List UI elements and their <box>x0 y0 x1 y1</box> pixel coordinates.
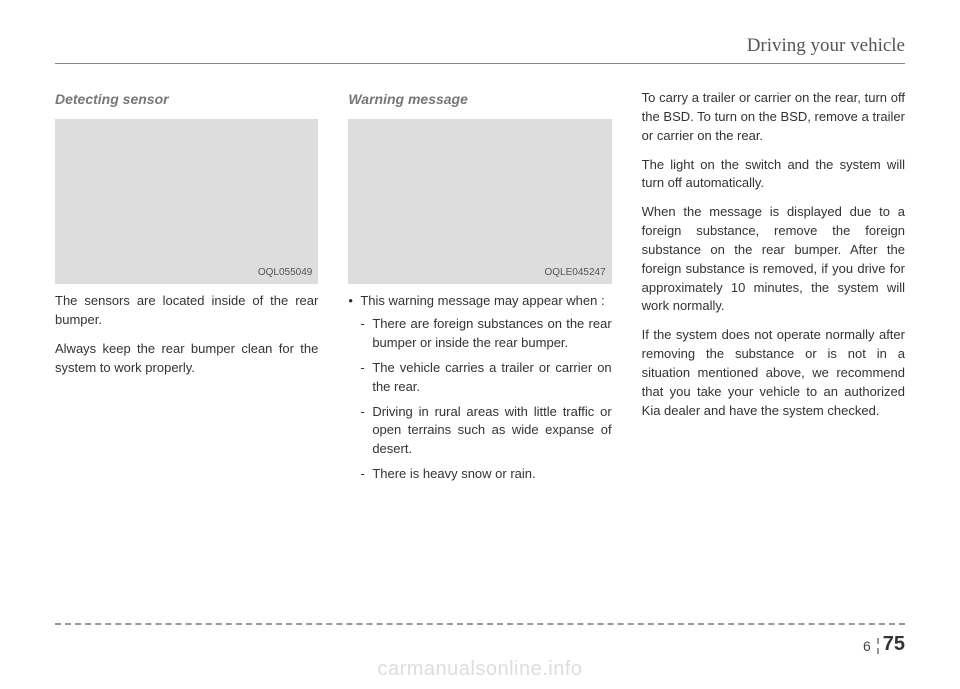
col3-para4: If the system does not operate normally … <box>642 326 905 420</box>
col2-subhead: Warning message <box>348 89 611 109</box>
page-footer: 6 75 <box>863 634 905 654</box>
col2-dash-2: The vehicle carries a trailer or carrier… <box>360 359 611 397</box>
col3-para1: To carry a trailer or carrier on the rea… <box>642 89 905 146</box>
col2-bullet-1: This warning message may appear when : T… <box>348 292 611 484</box>
col1-image: OQL055049 <box>55 119 318 284</box>
col1-para1: The sensors are located inside of the re… <box>55 292 318 330</box>
col2-dash-4: There is heavy snow or rain. <box>360 465 611 484</box>
col1-image-code: OQL055049 <box>258 266 313 281</box>
page-header: Driving your vehicle <box>55 35 905 64</box>
col2-dash-1: There are foreign substances on the rear… <box>360 315 611 353</box>
column-1: Detecting sensor OQL055049 The sensors a… <box>55 89 318 490</box>
column-2: Warning message OQLE045247 This warning … <box>348 89 611 490</box>
chapter-number: 6 <box>863 638 879 654</box>
col2-dash-list: There are foreign substances on the rear… <box>360 315 611 484</box>
watermark: carmanualsonline.info <box>0 658 960 681</box>
column-3: To carry a trailer or carrier on the rea… <box>642 89 905 490</box>
footer-divider <box>55 623 905 625</box>
col2-bullet-list: This warning message may appear when : T… <box>348 292 611 484</box>
content-columns: Detecting sensor OQL055049 The sensors a… <box>55 89 905 490</box>
col3-para3: When the message is displayed due to a f… <box>642 203 905 316</box>
col2-bullet-1-text: This warning message may appear when : <box>360 293 604 308</box>
page-number: 75 <box>883 634 905 654</box>
col2-dash-3: Driving in rural areas with little traff… <box>360 403 611 460</box>
col1-para2: Always keep the rear bumper clean for th… <box>55 340 318 378</box>
col2-image-code: OQLE045247 <box>544 266 605 281</box>
col2-image: OQLE045247 <box>348 119 611 284</box>
header-title: Driving your vehicle <box>747 35 905 56</box>
col1-subhead: Detecting sensor <box>55 89 318 109</box>
col3-para2: The light on the switch and the system w… <box>642 156 905 194</box>
